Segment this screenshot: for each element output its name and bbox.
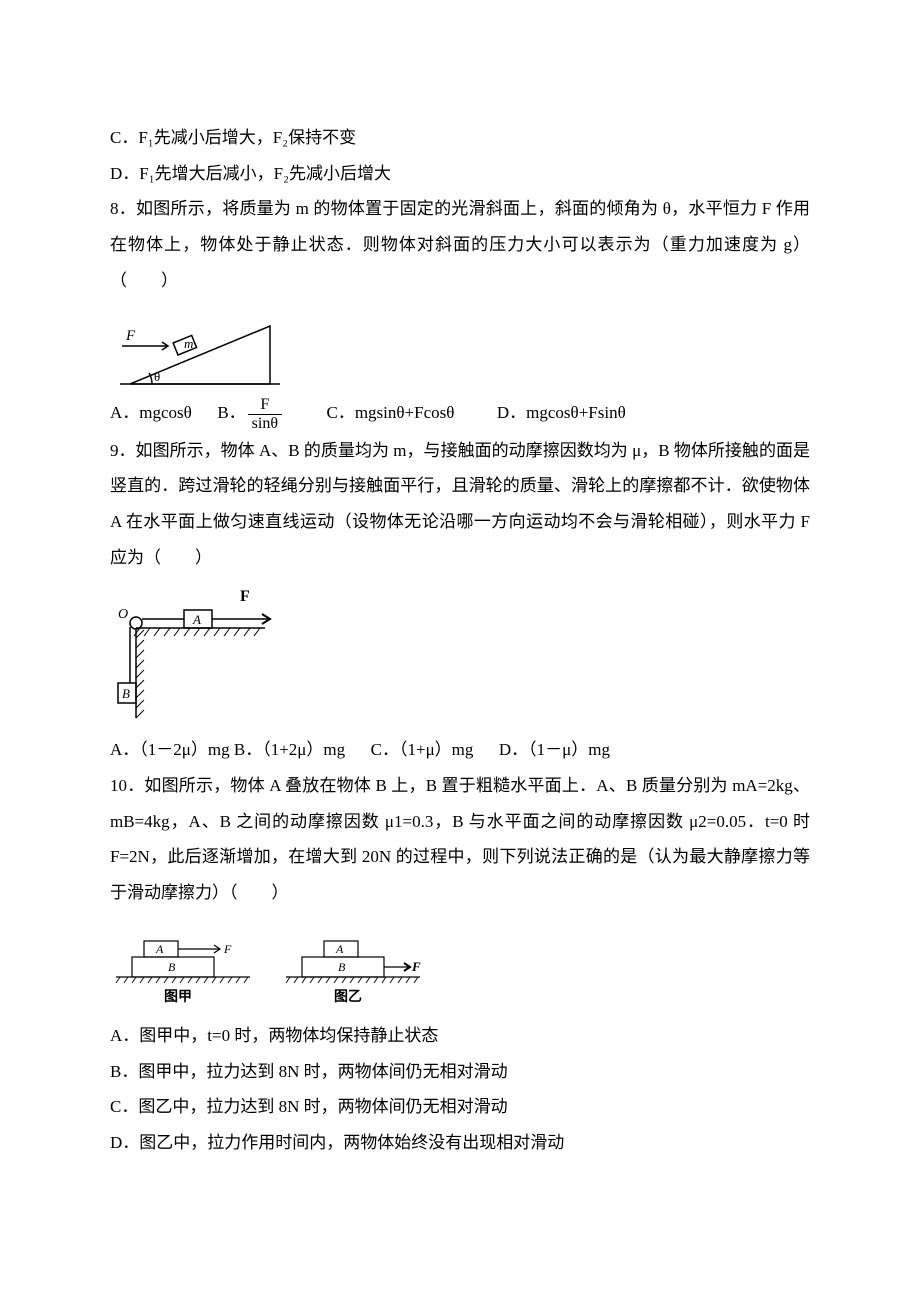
- q9-options: A．（1－2μ）mg B．（1+2μ）mg C．（1+μ）mg D．（1－μ）m…: [110, 732, 810, 768]
- q8-option-b-prefix: B．: [217, 403, 245, 422]
- q8-option-a: A．mgcosθ: [110, 403, 192, 422]
- q8-option-b: B．Fsinθ: [217, 403, 288, 422]
- q8-frac-den: sinθ: [248, 415, 282, 433]
- q9-figure: O A B F: [110, 583, 810, 728]
- q9-label-B: B: [122, 686, 130, 701]
- q10-stem: 10．如图所示，物体 A 叠放在物体 B 上，B 置于粗糙水平面上．A、B 质量…: [110, 768, 810, 911]
- q8-frac-num: F: [248, 396, 282, 415]
- q10-option-c: C．图乙中，拉力达到 8N 时，两物体间仍无相对滑动: [110, 1089, 810, 1125]
- q9-option-b: B．（1+2μ）mg: [234, 740, 345, 759]
- q9-option-a: A．（1－2μ）mg: [110, 740, 230, 759]
- q10-right-A: A: [335, 942, 344, 956]
- q10-caption-2: 图乙: [334, 989, 362, 1005]
- q10-left-B: B: [168, 960, 176, 974]
- q8-label-m: m: [184, 336, 193, 351]
- q8-options: A．mgcosθ B．Fsinθ C．mgsinθ+Fcosθ D．mgcosθ…: [110, 395, 810, 432]
- q7-option-c: C．F₁先减小后增大，F₂保持不变: [110, 120, 810, 156]
- q10-left-A: A: [155, 942, 164, 956]
- q9-stem: 9．如图所示，物体 A、B 的质量均为 m，与接触面的动摩擦因数均为 μ，B 物…: [110, 433, 810, 576]
- page: C．F₁先减小后增大，F₂保持不变 D．F₁先增大后减小，F₂先减小后增大 8．…: [0, 0, 920, 1302]
- q9-label-A: A: [192, 612, 201, 627]
- q10-caption-1: 图甲: [164, 989, 192, 1005]
- q9-option-c: C．（1+μ）mg: [371, 740, 474, 759]
- q9-option-d: D．（1－μ）mg: [499, 740, 610, 759]
- q10-option-d: D．图乙中，拉力作用时间内，两物体始终没有出现相对滑动: [110, 1125, 810, 1161]
- q10-figure: A B F 图甲: [110, 919, 810, 1014]
- q8-option-d: D．mgcosθ+Fsinθ: [497, 403, 626, 422]
- q9-label-O: O: [118, 607, 128, 622]
- q8-stem: 8．如图所示，将质量为 m 的物体置于固定的光滑斜面上，斜面的倾角为 θ，水平恒…: [110, 191, 810, 298]
- q8-label-theta: θ: [154, 369, 160, 384]
- q10-left-F: F: [223, 942, 232, 956]
- q9-label-F: F: [240, 588, 250, 605]
- q8-label-F: F: [125, 328, 136, 344]
- q8-fraction: Fsinθ: [248, 396, 282, 432]
- q10-right-B: B: [338, 960, 346, 974]
- q10-option-b: B．图甲中，拉力达到 8N 时，两物体间仍无相对滑动: [110, 1054, 810, 1090]
- q8-option-c: C．mgsinθ+Fcosθ: [327, 403, 455, 422]
- q7-option-d: D．F₁先增大后减小，F₂先减小后增大: [110, 156, 810, 192]
- q10-right-F: F: [411, 959, 421, 974]
- q10-option-a: A．图甲中，t=0 时，两物体均保持静止状态: [110, 1018, 810, 1054]
- q8-figure: F m θ: [110, 306, 810, 391]
